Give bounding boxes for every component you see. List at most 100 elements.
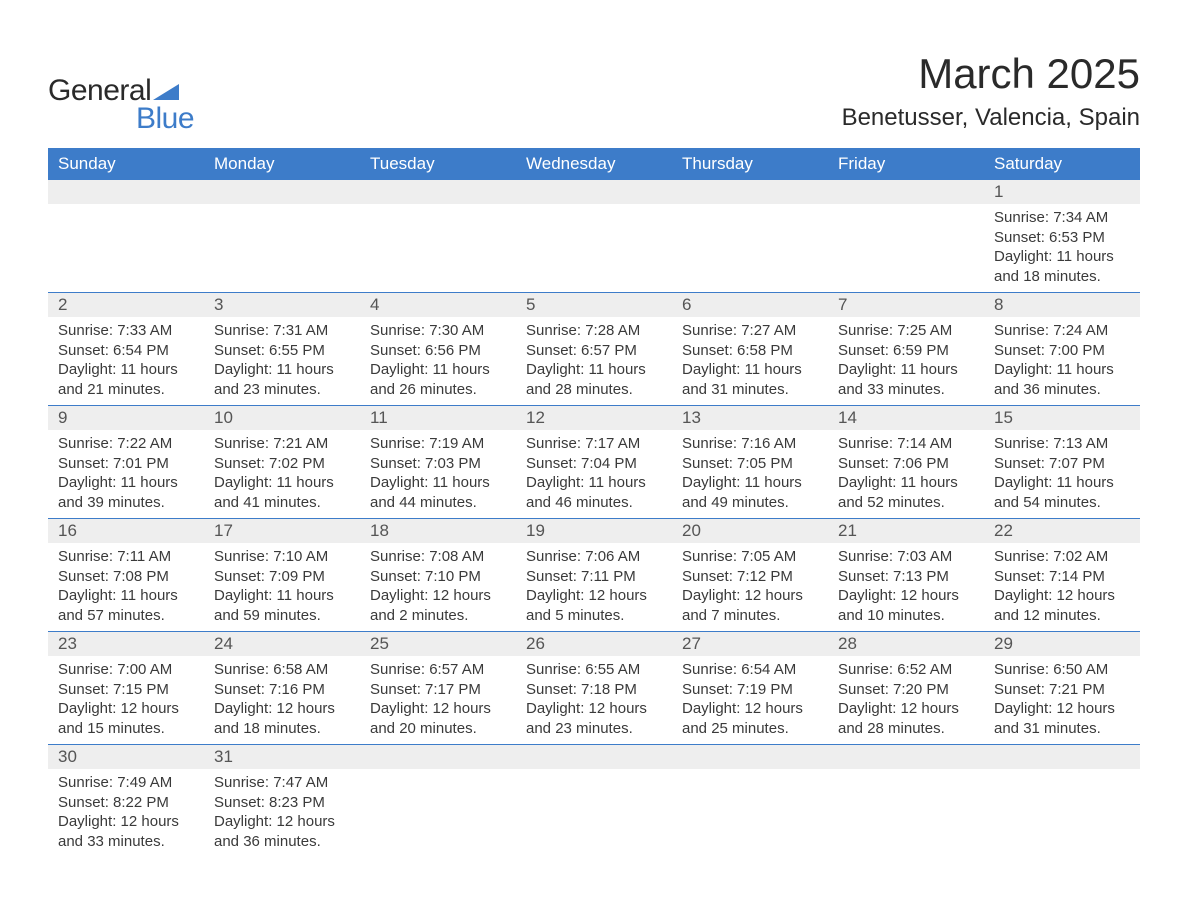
day-body: Sunrise: 7:03 AMSunset: 7:13 PMDaylight:… — [828, 543, 984, 631]
sunrise-line: Sunrise: 7:16 AM — [682, 434, 818, 454]
day-number: 29 — [984, 632, 1140, 656]
calendar-cell: 11Sunrise: 7:19 AMSunset: 7:03 PMDayligh… — [360, 406, 516, 519]
day-number: 8 — [984, 293, 1140, 317]
sunrise-line: Sunrise: 7:02 AM — [994, 547, 1130, 567]
sunrise-line: Sunrise: 7:31 AM — [214, 321, 350, 341]
sunrise-line: Sunrise: 7:05 AM — [682, 547, 818, 567]
sunrise-line: Sunrise: 7:22 AM — [58, 434, 194, 454]
sunrise-line: Sunrise: 7:08 AM — [370, 547, 506, 567]
calendar-cell: 17Sunrise: 7:10 AMSunset: 7:09 PMDayligh… — [204, 519, 360, 632]
sunset-line: Sunset: 7:08 PM — [58, 567, 194, 587]
weekday-header: Thursday — [672, 148, 828, 180]
calendar-cell: 8Sunrise: 7:24 AMSunset: 7:00 PMDaylight… — [984, 293, 1140, 406]
brand-name-2: Blue — [136, 102, 194, 136]
day-number: 2 — [48, 293, 204, 317]
sunrise-line: Sunrise: 6:50 AM — [994, 660, 1130, 680]
empty-day-bar — [828, 180, 984, 204]
daylight-line: Daylight: 11 hours and 21 minutes. — [58, 360, 194, 399]
calendar-cell — [360, 745, 516, 858]
calendar-cell: 21Sunrise: 7:03 AMSunset: 7:13 PMDayligh… — [828, 519, 984, 632]
daylight-line: Daylight: 11 hours and 54 minutes. — [994, 473, 1130, 512]
weekday-header: Tuesday — [360, 148, 516, 180]
calendar-cell: 2 Sunrise: 7:33 AMSunset: 6:54 PMDaylight… — [48, 293, 204, 406]
empty-day-bar — [48, 180, 204, 204]
day-body: Sunrise: 7:08 AMSunset: 7:10 PMDaylight:… — [360, 543, 516, 631]
sunrise-line: Sunrise: 7:03 AM — [838, 547, 974, 567]
sunset-line: Sunset: 7:16 PM — [214, 680, 350, 700]
day-body: Sunrise: 7:21 AMSunset: 7:02 PMDaylight:… — [204, 430, 360, 518]
day-number: 23 — [48, 632, 204, 656]
weekday-header: Friday — [828, 148, 984, 180]
sunset-line: Sunset: 6:55 PM — [214, 341, 350, 361]
calendar-cell — [828, 180, 984, 293]
day-number: 28 — [828, 632, 984, 656]
calendar-cell: 27Sunrise: 6:54 AMSunset: 7:19 PMDayligh… — [672, 632, 828, 745]
day-body: Sunrise: 7:25 AMSunset: 6:59 PMDaylight:… — [828, 317, 984, 405]
sunrise-line: Sunrise: 7:27 AM — [682, 321, 818, 341]
calendar-cell: 1Sunrise: 7:34 AMSunset: 6:53 PMDaylight… — [984, 180, 1140, 293]
calendar-thead: SundayMondayTuesdayWednesdayThursdayFrid… — [48, 148, 1140, 180]
calendar-cell: 18Sunrise: 7:08 AMSunset: 7:10 PMDayligh… — [360, 519, 516, 632]
day-number: 26 — [516, 632, 672, 656]
sunrise-line: Sunrise: 7:33 AM — [58, 321, 194, 341]
calendar-week-row: 23Sunrise: 7:00 AMSunset: 7:15 PMDayligh… — [48, 632, 1140, 745]
day-body: Sunrise: 7:49 AMSunset: 8:22 PMDaylight:… — [48, 769, 204, 857]
sunset-line: Sunset: 7:10 PM — [370, 567, 506, 587]
sunrise-line: Sunrise: 7:17 AM — [526, 434, 662, 454]
calendar-cell — [48, 180, 204, 293]
calendar-week-row: 30Sunrise: 7:49 AMSunset: 8:22 PMDayligh… — [48, 745, 1140, 858]
calendar-cell: 30Sunrise: 7:49 AMSunset: 8:22 PMDayligh… — [48, 745, 204, 858]
empty-day-bar — [828, 745, 984, 769]
sunset-line: Sunset: 7:06 PM — [838, 454, 974, 474]
brand-logo: General Blue — [48, 50, 194, 136]
sunset-line: Sunset: 6:58 PM — [682, 341, 818, 361]
daylight-line: Daylight: 12 hours and 10 minutes. — [838, 586, 974, 625]
empty-day-bar — [360, 745, 516, 769]
day-body: Sunrise: 7:22 AMSunset: 7:01 PMDaylight:… — [48, 430, 204, 518]
calendar-cell: 24Sunrise: 6:58 AMSunset: 7:16 PMDayligh… — [204, 632, 360, 745]
daylight-line: Daylight: 11 hours and 46 minutes. — [526, 473, 662, 512]
sunset-line: Sunset: 7:11 PM — [526, 567, 662, 587]
calendar-body: 1Sunrise: 7:34 AMSunset: 6:53 PMDaylight… — [48, 180, 1140, 857]
daylight-line: Daylight: 11 hours and 23 minutes. — [214, 360, 350, 399]
day-number: 24 — [204, 632, 360, 656]
daylight-line: Daylight: 12 hours and 15 minutes. — [58, 699, 194, 738]
day-number: 12 — [516, 406, 672, 430]
day-body: Sunrise: 7:31 AMSunset: 6:55 PMDaylight:… — [204, 317, 360, 405]
calendar-cell: 4Sunrise: 7:30 AMSunset: 6:56 PMDaylight… — [360, 293, 516, 406]
day-number: 14 — [828, 406, 984, 430]
day-number: 31 — [204, 745, 360, 769]
calendar-cell: 23Sunrise: 7:00 AMSunset: 7:15 PMDayligh… — [48, 632, 204, 745]
calendar-cell: 16Sunrise: 7:11 AMSunset: 7:08 PMDayligh… — [48, 519, 204, 632]
daylight-line: Daylight: 11 hours and 52 minutes. — [838, 473, 974, 512]
daylight-line: Daylight: 12 hours and 12 minutes. — [994, 586, 1130, 625]
day-number: 16 — [48, 519, 204, 543]
day-body: Sunrise: 7:19 AMSunset: 7:03 PMDaylight:… — [360, 430, 516, 518]
sunset-line: Sunset: 6:54 PM — [58, 341, 194, 361]
sunrise-line: Sunrise: 7:13 AM — [994, 434, 1130, 454]
sunrise-line: Sunrise: 7:11 AM — [58, 547, 194, 567]
daylight-line: Daylight: 11 hours and 44 minutes. — [370, 473, 506, 512]
daylight-line: Daylight: 11 hours and 49 minutes. — [682, 473, 818, 512]
day-body: Sunrise: 7:13 AMSunset: 7:07 PMDaylight:… — [984, 430, 1140, 518]
day-number: 6 — [672, 293, 828, 317]
day-body: Sunrise: 7:47 AMSunset: 8:23 PMDaylight:… — [204, 769, 360, 857]
sunrise-line: Sunrise: 7:10 AM — [214, 547, 350, 567]
calendar-table: SundayMondayTuesdayWednesdayThursdayFrid… — [48, 148, 1140, 857]
day-body: Sunrise: 7:28 AMSunset: 6:57 PMDaylight:… — [516, 317, 672, 405]
calendar-cell — [204, 180, 360, 293]
daylight-line: Daylight: 12 hours and 5 minutes. — [526, 586, 662, 625]
day-number: 18 — [360, 519, 516, 543]
day-number: 30 — [48, 745, 204, 769]
sunset-line: Sunset: 6:57 PM — [526, 341, 662, 361]
weekday-header: Saturday — [984, 148, 1140, 180]
daylight-line: Daylight: 11 hours and 28 minutes. — [526, 360, 662, 399]
daylight-line: Daylight: 12 hours and 20 minutes. — [370, 699, 506, 738]
daylight-line: Daylight: 12 hours and 33 minutes. — [58, 812, 194, 851]
calendar-cell — [516, 180, 672, 293]
daylight-line: Daylight: 12 hours and 31 minutes. — [994, 699, 1130, 738]
daylight-line: Daylight: 11 hours and 33 minutes. — [838, 360, 974, 399]
calendar-week-row: 2Sunrise: 7:33 AMSunset: 6:54 PMDaylight… — [48, 293, 1140, 406]
day-body: Sunrise: 7:24 AMSunset: 7:00 PMDaylight:… — [984, 317, 1140, 405]
calendar-week-row: 1Sunrise: 7:34 AMSunset: 6:53 PMDaylight… — [48, 180, 1140, 293]
